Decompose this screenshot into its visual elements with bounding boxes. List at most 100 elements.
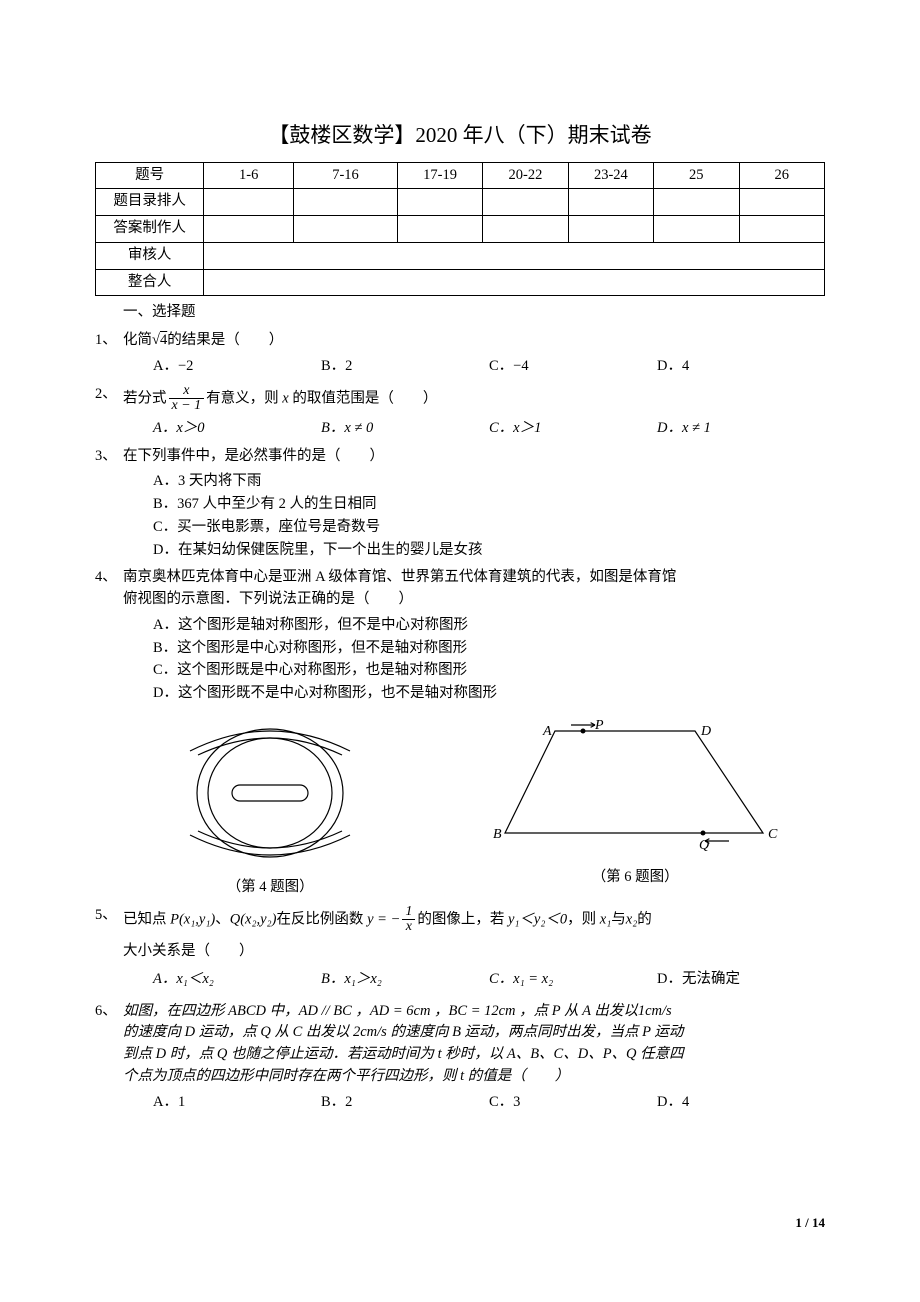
q1-options: A．−2 B．2 C．−4 D．4	[153, 356, 825, 378]
cell-merged	[204, 242, 825, 269]
q4-options: A．这个图形是轴对称图形，但不是中心对称图形 B．这个图形是中心对称图形，但不是…	[153, 615, 825, 705]
col-header: 1-6	[204, 162, 294, 189]
cell	[204, 189, 294, 216]
q5-line2: 大小关系是（ ）	[123, 941, 825, 963]
trapezoid-diagram: ADBCPQ	[485, 713, 785, 863]
q5-b: 在反比例函数	[276, 911, 363, 927]
col-header: 25	[654, 162, 739, 189]
q6-l3: 到点 D 时，点 Q 也随之停止运动．若运动时间为 t 秒时，以 A、B、C、D…	[123, 1044, 825, 1066]
svg-text:P: P	[594, 718, 604, 733]
option-b: B．367 人中至少有 2 人的生日相同	[153, 494, 825, 516]
q5-c: 的图像上，若	[417, 911, 504, 927]
x1: x₁	[600, 911, 611, 927]
col-header: 26	[739, 162, 824, 189]
fraction: xx − 1	[169, 384, 205, 414]
option-d: D．在某妇幼保健医院里，下一个出生的婴儿是女孩	[153, 540, 825, 562]
option-a: A．x＞0	[153, 418, 321, 440]
meta-table: 题号 1-6 7-16 17-19 20-22 23-24 25 26 题目录排…	[95, 162, 825, 297]
row-label: 答案制作人	[96, 216, 204, 243]
question-2: 2、 若分式xx − 1有意义，则 x 的取值范围是（ ）	[95, 384, 825, 414]
cell	[568, 189, 653, 216]
svg-text:C: C	[768, 827, 778, 842]
figure-6-caption: （第 6 题图）	[445, 867, 825, 889]
col-header: 17-19	[397, 162, 482, 189]
figure-4-caption: （第 4 题图）	[95, 877, 445, 899]
table-row: 整合人	[96, 269, 825, 296]
q2-text-c: 的取值范围是（ ）	[292, 390, 437, 406]
q5-d: ，则	[567, 911, 596, 927]
row-label: 整合人	[96, 269, 204, 296]
option-b: B．x₁＞x₂	[321, 969, 489, 991]
option-c: C．x＞1	[489, 418, 657, 440]
q4-line2: 俯视图的示意图．下列说法正确的是（ ）	[123, 589, 825, 611]
table-row: 答案制作人	[96, 216, 825, 243]
svg-text:D: D	[700, 724, 711, 739]
stadium-icon	[168, 713, 373, 873]
option-c: C．买一张电影票，座位号是奇数号	[153, 517, 825, 539]
q2-text-a: 若分式	[123, 390, 167, 406]
svg-text:B: B	[493, 827, 502, 842]
cell-merged	[204, 269, 825, 296]
q5-f: 的	[637, 911, 652, 927]
question-number: 1、	[95, 330, 117, 352]
question-number: 2、	[95, 384, 117, 406]
option-d: D．这个图形既不是中心对称图形，也不是轴对称图形	[153, 683, 825, 705]
exam-title: 【鼓楼区数学】2020 年八（下）期末试卷	[95, 120, 825, 152]
option-b: B．2	[321, 356, 489, 378]
figure-4: （第 4 题图）	[95, 713, 445, 899]
figure-6: ADBCPQ （第 6 题图）	[445, 713, 825, 899]
yeq: y = −	[367, 911, 400, 927]
option-d: D．4	[657, 356, 825, 378]
q6-l1: 如图，在四边形 ABCD 中，AD // BC ，AD = 6cm ，BC = …	[123, 1003, 672, 1019]
q1-text-b: 的结果是（ ）	[167, 332, 283, 348]
row-label: 题号	[96, 162, 204, 189]
option-a: A．3 天内将下雨	[153, 471, 825, 493]
option-a: A．这个图形是轴对称图形，但不是中心对称图形	[153, 615, 825, 637]
x2: x₂	[626, 911, 637, 927]
cell	[739, 189, 824, 216]
option-c: C．−4	[489, 356, 657, 378]
question-1: 1、 化简√4的结果是（ ）	[95, 330, 825, 352]
svg-text:Q: Q	[699, 838, 709, 853]
option-a: A．1	[153, 1092, 321, 1114]
cell	[397, 216, 482, 243]
q5-e: 与	[611, 911, 626, 927]
fraction: 1x	[402, 905, 415, 935]
numerator: x	[169, 384, 205, 400]
table-row: 题号 1-6 7-16 17-19 20-22 23-24 25 26	[96, 162, 825, 189]
q5-options: A．x₁＜x₂ B．x₁＞x₂ C．x₁ = x₂ D．无法确定	[153, 969, 825, 991]
option-b: B．x ≠ 0	[321, 418, 489, 440]
q6-l2: 的速度向 D 运动，点 Q 从 C 出发以 2cm/s 的速度向 B 运动，两点…	[123, 1022, 825, 1044]
cell	[483, 189, 568, 216]
table-row: 审核人	[96, 242, 825, 269]
cell	[654, 189, 739, 216]
cell	[204, 216, 294, 243]
q2-options: A．x＞0 B．x ≠ 0 C．x＞1 D．x ≠ 1	[153, 418, 825, 440]
sep: 、	[215, 911, 230, 927]
page-number: 1 / 14	[795, 1213, 825, 1233]
cell	[483, 216, 568, 243]
option-b: B．这个图形是中心对称图形，但不是轴对称图形	[153, 638, 825, 660]
option-c: C．这个图形既是中心对称图形，也是轴对称图形	[153, 660, 825, 682]
q2-text-b: 有意义，则	[206, 390, 279, 406]
option-c: C．3	[489, 1092, 657, 1114]
option-a: A．−2	[153, 356, 321, 378]
question-number: 5、	[95, 905, 117, 927]
cond: y₁＜y₂＜0	[508, 911, 567, 927]
denominator: x − 1	[169, 399, 205, 414]
denominator: x	[402, 920, 415, 935]
question-number: 4、	[95, 567, 117, 589]
q6-l4: 个点为顶点的四边形中同时存在两个平行四边形，则 t 的值是（ ）	[123, 1066, 825, 1088]
question-4: 4、 南京奥林匹克体育中心是亚洲 A 级体育馆、世界第五代体育建筑的代表，如图是…	[95, 567, 825, 611]
question-3: 3、 在下列事件中，是必然事件的是（ ）	[95, 446, 825, 468]
cell	[397, 189, 482, 216]
table-row: 题目录排人	[96, 189, 825, 216]
question-number: 6、	[95, 1001, 117, 1023]
cell	[294, 216, 398, 243]
question-number: 3、	[95, 446, 117, 468]
q5-a: 已知点	[123, 911, 167, 927]
cell	[739, 216, 824, 243]
row-label: 题目录排人	[96, 189, 204, 216]
col-header: 7-16	[294, 162, 398, 189]
q3-options: A．3 天内将下雨 B．367 人中至少有 2 人的生日相同 C．买一张电影票，…	[153, 471, 825, 561]
